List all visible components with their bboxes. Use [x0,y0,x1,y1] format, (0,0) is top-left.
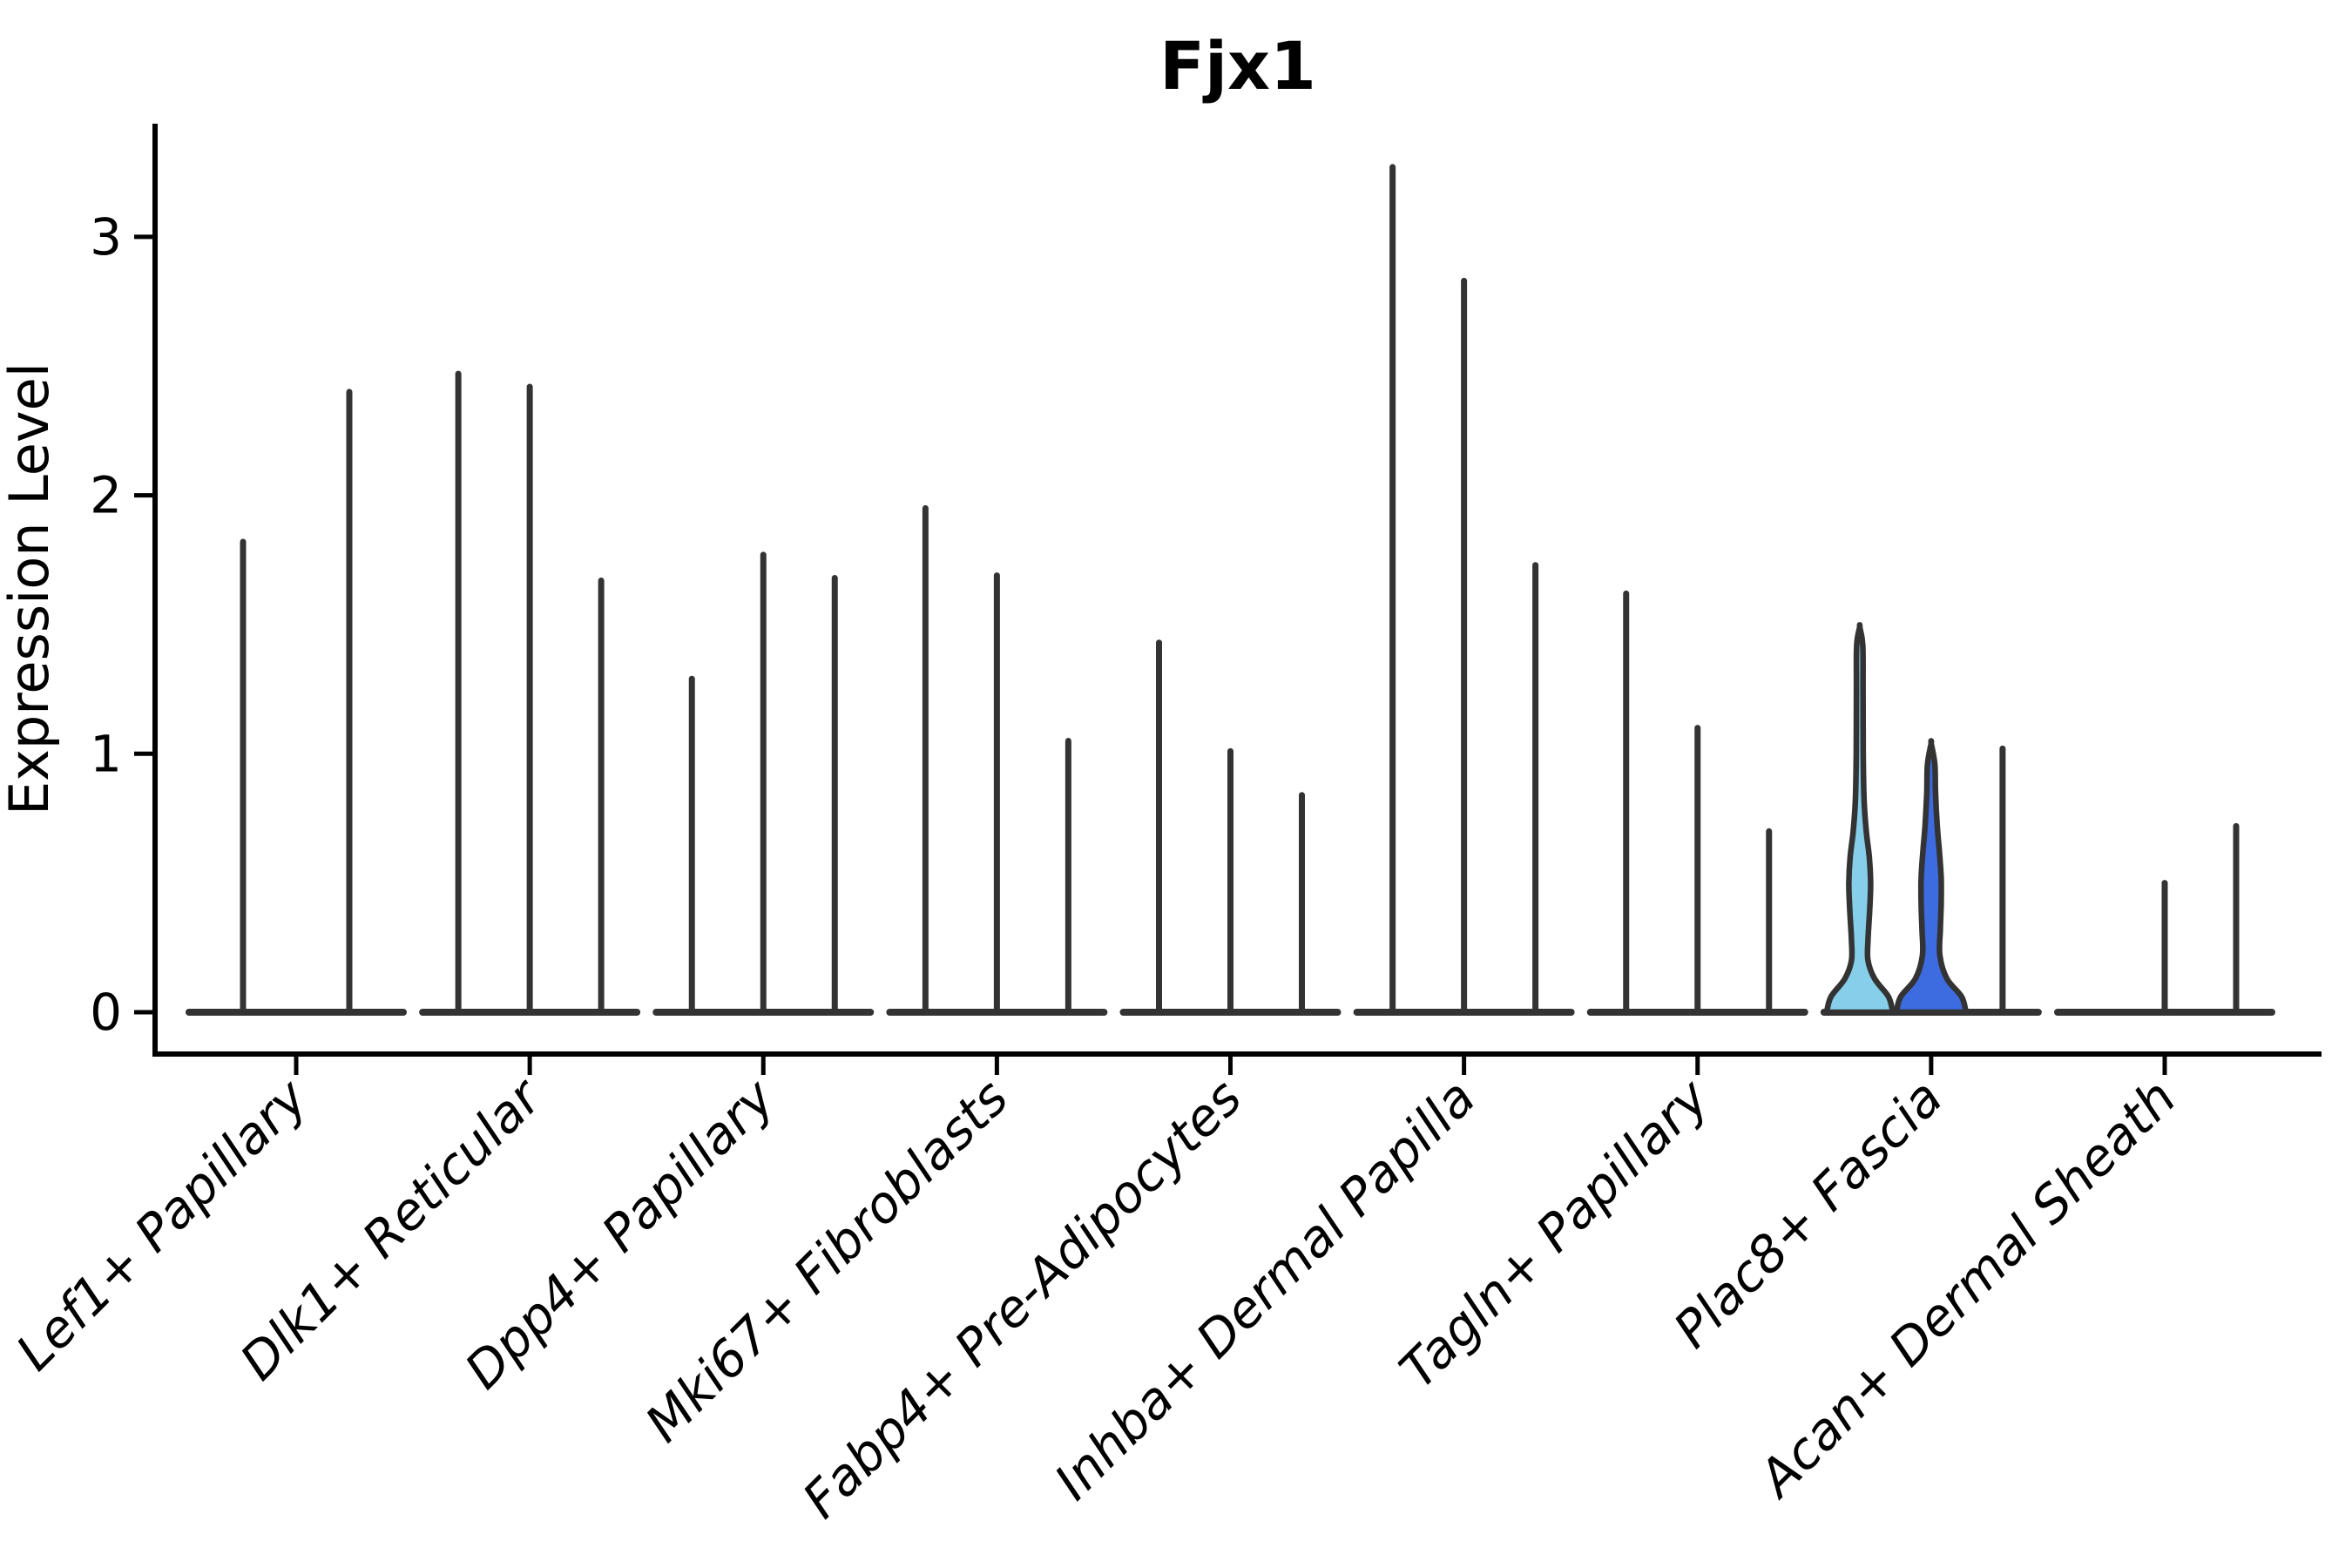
y-axis-label: Expression Level [0,362,61,815]
violin-body [1823,622,1896,1016]
y-tick-label: 2 [90,466,122,525]
x-tick-label: Inhba+ Dermal Papilla [1043,1068,1486,1511]
violin-body [1893,738,1970,1016]
y-tick-label: 1 [90,724,122,783]
x-tick-label: Acan+ Dermal Sheath [1745,1068,2187,1511]
y-tick-label: 0 [90,983,122,1042]
chart-title: Fjx1 [1159,27,1316,105]
y-tick-label: 3 [90,207,122,267]
x-tick-label: Fabp4+ Pre-Adipocytes [791,1068,1253,1530]
